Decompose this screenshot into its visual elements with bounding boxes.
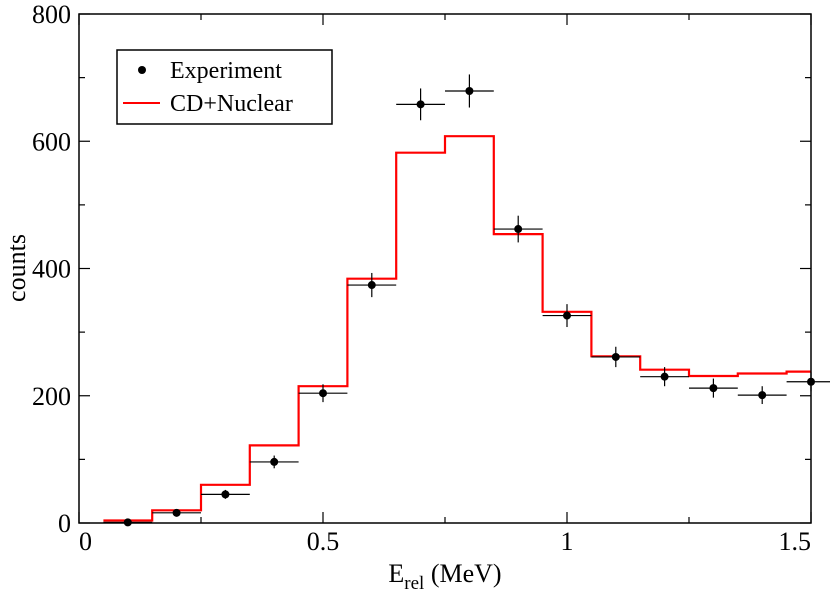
y-tick-label: 600 [32, 127, 71, 156]
legend-label-experiment: Experiment [170, 58, 282, 84]
x-tick-label: 1.5 [779, 527, 812, 556]
x-tick-label: 1 [561, 527, 574, 556]
experiment-marker [172, 508, 181, 517]
y-tick-label: 0 [58, 509, 71, 538]
x-tick-label: 0.5 [307, 527, 340, 556]
experiment-point [493, 215, 543, 243]
legend-box [116, 49, 333, 125]
y-tick-label: 200 [32, 382, 71, 411]
experiment-marker [563, 311, 571, 320]
x-axis-title-main: E [388, 559, 404, 588]
legend-label-cd-nuclear: CD+Nuclear [170, 91, 293, 117]
experiment-point [737, 386, 787, 405]
experiment-marker [465, 86, 474, 95]
experiment-marker [221, 490, 230, 499]
legend: Experiment CD+Nuclear [116, 49, 333, 125]
plot-area [103, 74, 830, 527]
experiment-point [152, 508, 201, 517]
experiment-point [786, 372, 830, 392]
experiment-marker [514, 225, 523, 234]
cd-nuclear-step-line [103, 135, 811, 522]
experiment-marker [270, 457, 279, 466]
experiment-point [689, 378, 738, 398]
y-axis-title: counts [2, 234, 31, 302]
experiment-marker [319, 389, 327, 398]
experiment-marker [416, 100, 425, 109]
experiment-point [445, 74, 494, 108]
experiment-marker [758, 391, 767, 400]
experiment-marker [367, 281, 376, 290]
experiment-marker [709, 384, 718, 393]
x-axis-title-unit: (MeV) [431, 559, 502, 588]
x-tick-label: 0 [79, 527, 92, 556]
experiment-point [396, 88, 445, 121]
experiment-point [298, 384, 348, 403]
experiment-point [249, 455, 299, 469]
y-tick-label: 400 [32, 255, 71, 284]
x-axis-title: Erel (MeV) [388, 559, 501, 594]
axes: 0 200 400 600 800 0 0.5 1 1.5 [32, 0, 812, 556]
legend-marker-experiment [138, 66, 146, 74]
experiment-point [542, 304, 592, 328]
experiment-point [347, 272, 397, 298]
experiment-point [640, 367, 689, 387]
experiment-point [591, 346, 641, 368]
experiment-marker [660, 372, 669, 381]
x-axis-title-subscript: rel [404, 573, 424, 594]
experiment-point [201, 489, 250, 499]
y-tick-label: 800 [32, 0, 71, 29]
experiment-marker [611, 352, 620, 361]
